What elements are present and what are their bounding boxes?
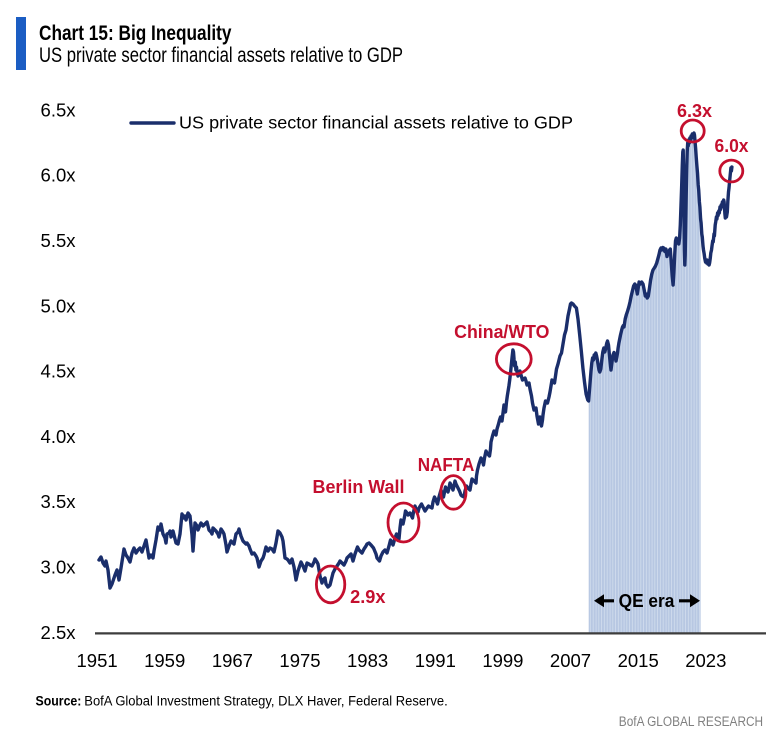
svg-text:2015: 2015 — [618, 650, 659, 671]
svg-text:US private sector financial as: US private sector financial assets relat… — [39, 44, 403, 67]
svg-text:5.5x: 5.5x — [41, 230, 77, 251]
svg-text:2023: 2023 — [685, 650, 726, 671]
svg-text:2007: 2007 — [550, 650, 591, 671]
svg-text:Source:: Source: — [36, 694, 82, 709]
svg-text:6.5x: 6.5x — [41, 99, 77, 120]
svg-text:3.5x: 3.5x — [41, 491, 77, 512]
svg-text:Berlin Wall: Berlin Wall — [313, 477, 405, 497]
svg-text:NAFTA: NAFTA — [418, 455, 475, 475]
svg-text:6.0x: 6.0x — [41, 165, 77, 186]
svg-text:1967: 1967 — [212, 650, 253, 671]
svg-text:QE era: QE era — [619, 591, 676, 611]
svg-text:Chart 15: Big Inequality: Chart 15: Big Inequality — [39, 22, 232, 45]
svg-text:US private sector financial as: US private sector financial assets relat… — [179, 113, 573, 133]
svg-text:1983: 1983 — [347, 650, 388, 671]
svg-text:6.0x: 6.0x — [715, 136, 749, 156]
svg-text:BofA GLOBAL RESEARCH: BofA GLOBAL RESEARCH — [619, 714, 763, 729]
svg-text:BofA Global Investment Strateg: BofA Global Investment Strategy, DLX Hav… — [84, 694, 447, 709]
svg-text:4.5x: 4.5x — [41, 361, 77, 382]
svg-text:1951: 1951 — [77, 650, 118, 671]
svg-text:2.5x: 2.5x — [41, 622, 77, 643]
svg-text:4.0x: 4.0x — [41, 426, 77, 447]
svg-text:1975: 1975 — [279, 650, 320, 671]
svg-text:2.9x: 2.9x — [350, 587, 385, 607]
svg-text:1959: 1959 — [144, 650, 185, 671]
svg-text:1991: 1991 — [415, 650, 456, 671]
svg-text:5.0x: 5.0x — [41, 295, 77, 316]
svg-text:China/WTO: China/WTO — [454, 322, 549, 342]
svg-text:1999: 1999 — [482, 650, 523, 671]
svg-text:3.0x: 3.0x — [41, 557, 77, 578]
svg-text:6.3x: 6.3x — [677, 101, 712, 121]
